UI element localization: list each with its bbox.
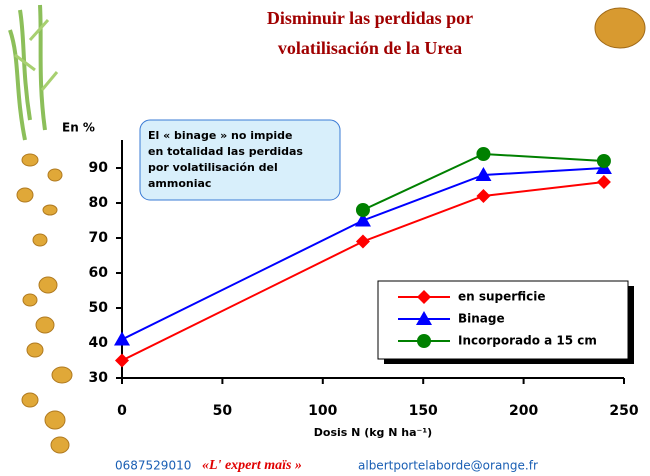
marker (354, 212, 371, 227)
annotation: por volatilisación del (148, 161, 278, 174)
footer-email: albertportelaborde@orange.fr (358, 459, 538, 473)
y-tick-label: 60 (89, 265, 109, 281)
legend-marker (417, 290, 431, 304)
x-tick-label: 200 (509, 403, 538, 419)
plot: 30 40 50 60 70 80 90 0 50 100 150 200 250 (89, 140, 639, 419)
annotation: ammoniac (148, 177, 211, 190)
footer-phone: 0687529010 (115, 459, 191, 473)
legend-label: en superficie (458, 290, 545, 304)
x-axis-label: Dosis N (kg N ha⁻¹) (314, 426, 432, 439)
marker (596, 175, 611, 189)
x-tick-label: 100 (308, 403, 337, 419)
marker (115, 353, 129, 368)
x-tick-label: 50 (213, 403, 233, 419)
footer-brand: «L' expert maïs » (202, 458, 302, 473)
marker (114, 331, 130, 346)
legend-marker (416, 311, 432, 325)
x-tick-label: 0 (117, 403, 127, 419)
chart-title: Disminuir las perdidas por (267, 8, 473, 28)
y-tick-label: 90 (89, 160, 109, 176)
y-axis-label: En % (62, 121, 95, 135)
annotation: en totalidad las perdidas (148, 145, 303, 158)
y-tick-label: 80 (89, 195, 109, 211)
series-line (121, 167, 604, 341)
marker (355, 234, 370, 249)
marker (476, 189, 491, 203)
marker (476, 147, 491, 161)
marker (355, 203, 370, 217)
legend-label: Binage (458, 312, 505, 326)
annotation: El « binage » no impide (148, 129, 292, 142)
x-tick-label: 250 (609, 403, 638, 419)
x-tick-label: 150 (409, 403, 438, 419)
y-tick-label: 30 (89, 370, 109, 386)
corn-decoration (8, 4, 646, 454)
annotation-box (139, 119, 341, 201)
y-tick-label: 50 (89, 300, 109, 316)
series-line (121, 181, 605, 362)
y-tick-label: 70 (89, 230, 109, 246)
legend-marker (417, 334, 431, 348)
legend-label: Incorporado a 15 cm (458, 334, 597, 348)
marker (475, 167, 492, 181)
y-tick-label: 40 (89, 335, 109, 351)
chart-title: volatilisación de la Urea (278, 38, 462, 58)
marker (596, 154, 611, 168)
